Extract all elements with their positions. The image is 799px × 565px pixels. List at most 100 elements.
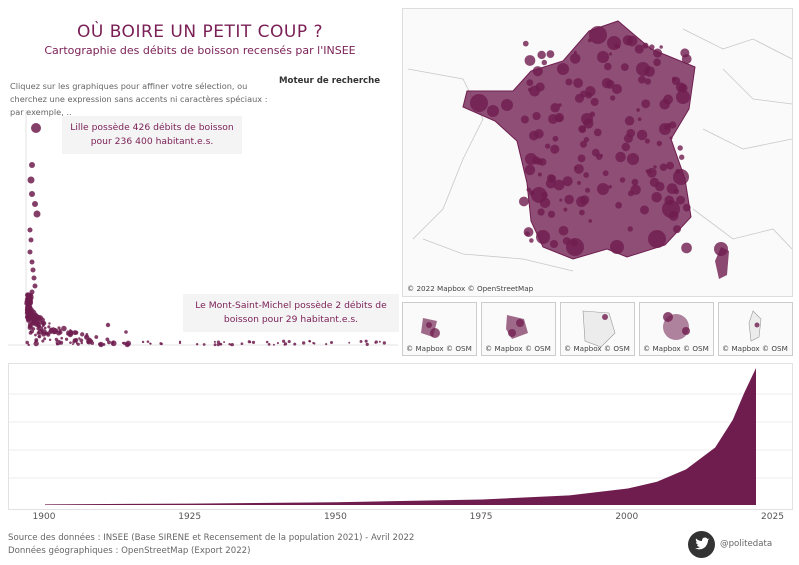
city-point[interactable] (287, 339, 291, 344)
city-point[interactable] (247, 340, 251, 344)
city-point[interactable] (251, 340, 256, 344)
city-point[interactable] (313, 342, 316, 345)
mini-map-guadeloupe[interactable]: © Mapbox © OSM (402, 302, 477, 356)
city-point[interactable] (27, 176, 35, 184)
mini-map-guyane[interactable]: © Mapbox © OSM (560, 302, 635, 356)
city-point[interactable] (32, 283, 38, 289)
city-point[interactable] (43, 337, 47, 341)
city-point[interactable] (159, 342, 163, 345)
city-point[interactable] (80, 332, 85, 337)
city-point[interactable] (308, 340, 312, 343)
city-point[interactable] (102, 343, 106, 347)
city-point[interactable] (382, 341, 387, 345)
city-point[interactable] (149, 342, 152, 345)
city-point[interactable] (41, 339, 45, 343)
city-point[interactable] (105, 337, 110, 342)
city-point[interactable] (75, 340, 78, 343)
city-point[interactable] (240, 342, 244, 346)
city-point[interactable] (25, 292, 31, 299)
scatter-points[interactable] (24, 123, 387, 348)
twitter-handle[interactable]: @politedata (720, 539, 773, 549)
city-point[interactable] (267, 342, 271, 346)
city-point[interactable] (86, 338, 92, 345)
city-point[interactable] (213, 340, 216, 344)
city-point[interactable] (27, 310, 33, 316)
city-point[interactable] (32, 201, 38, 207)
twitter-icon[interactable] (688, 531, 715, 558)
city-point[interactable] (72, 330, 78, 336)
city-point[interactable] (276, 342, 279, 345)
city-point[interactable] (37, 334, 42, 339)
city-point[interactable] (25, 340, 29, 345)
city-point[interactable] (72, 340, 76, 344)
city-point[interactable] (293, 342, 297, 346)
city-point[interactable] (195, 343, 199, 346)
city-point[interactable] (48, 338, 52, 342)
city-point[interactable] (30, 267, 36, 273)
city-point[interactable] (283, 342, 288, 346)
city-point[interactable] (359, 340, 363, 343)
city-point[interactable] (223, 341, 226, 344)
city-point[interactable] (107, 340, 111, 345)
city-point[interactable] (28, 298, 32, 302)
city-point[interactable] (90, 339, 94, 343)
city-point[interactable] (56, 330, 62, 336)
city-point[interactable] (61, 325, 67, 332)
city-point[interactable] (36, 331, 41, 335)
city-point[interactable] (365, 342, 369, 347)
city-point[interactable] (111, 340, 115, 344)
city-point[interactable] (68, 330, 74, 336)
city-point[interactable] (38, 326, 44, 332)
city-point[interactable] (54, 327, 57, 331)
city-point[interactable] (29, 162, 35, 168)
city-point[interactable] (48, 322, 51, 325)
city-point[interactable] (378, 340, 381, 343)
city-point[interactable] (219, 342, 223, 346)
city-point[interactable] (25, 302, 29, 306)
city-point[interactable] (36, 318, 40, 322)
city-point[interactable] (213, 343, 217, 347)
france-map[interactable]: © 2022 Mapbox © OpenStreetMap (402, 8, 793, 297)
city-point[interactable] (26, 317, 30, 321)
city-point[interactable] (78, 337, 81, 340)
city-point[interactable] (80, 341, 84, 345)
city-point[interactable] (202, 343, 206, 346)
timeline-area-chart[interactable] (8, 363, 793, 510)
city-point[interactable] (301, 341, 306, 345)
city-point[interactable] (374, 340, 378, 344)
city-point[interactable] (55, 342, 59, 346)
city-point[interactable] (41, 321, 46, 326)
city-point[interactable] (364, 339, 368, 343)
city-point[interactable] (31, 275, 37, 281)
city-point[interactable] (329, 340, 334, 345)
city-point[interactable] (265, 340, 269, 344)
city-point[interactable] (71, 343, 74, 346)
city-point[interactable] (141, 340, 145, 344)
city-point[interactable] (28, 237, 34, 243)
city-point[interactable] (27, 249, 33, 255)
city-point[interactable] (34, 333, 37, 337)
city-point[interactable] (105, 322, 111, 328)
city-point[interactable] (111, 342, 114, 346)
city-point[interactable] (230, 344, 232, 346)
city-point[interactable] (41, 329, 44, 333)
city-point[interactable] (28, 330, 33, 335)
city-point[interactable] (60, 336, 64, 340)
city-point[interactable] (69, 341, 72, 345)
mini-map-reunion[interactable]: © Mapbox © OSM (639, 302, 714, 356)
city-point[interactable] (348, 341, 351, 344)
city-point[interactable] (26, 305, 30, 309)
city-point[interactable] (121, 341, 125, 345)
city-point[interactable] (178, 340, 182, 343)
city-point[interactable] (79, 338, 84, 343)
city-point[interactable] (99, 343, 103, 347)
city-point[interactable] (27, 343, 30, 347)
city-point[interactable] (33, 210, 41, 218)
city-point[interactable] (27, 227, 33, 233)
city-point[interactable] (25, 299, 29, 303)
city-point[interactable] (47, 325, 51, 329)
timeline-area[interactable] (45, 368, 756, 505)
city-point[interactable] (216, 340, 221, 344)
scatter-plot[interactable] (8, 110, 398, 360)
city-point[interactable] (43, 326, 47, 330)
